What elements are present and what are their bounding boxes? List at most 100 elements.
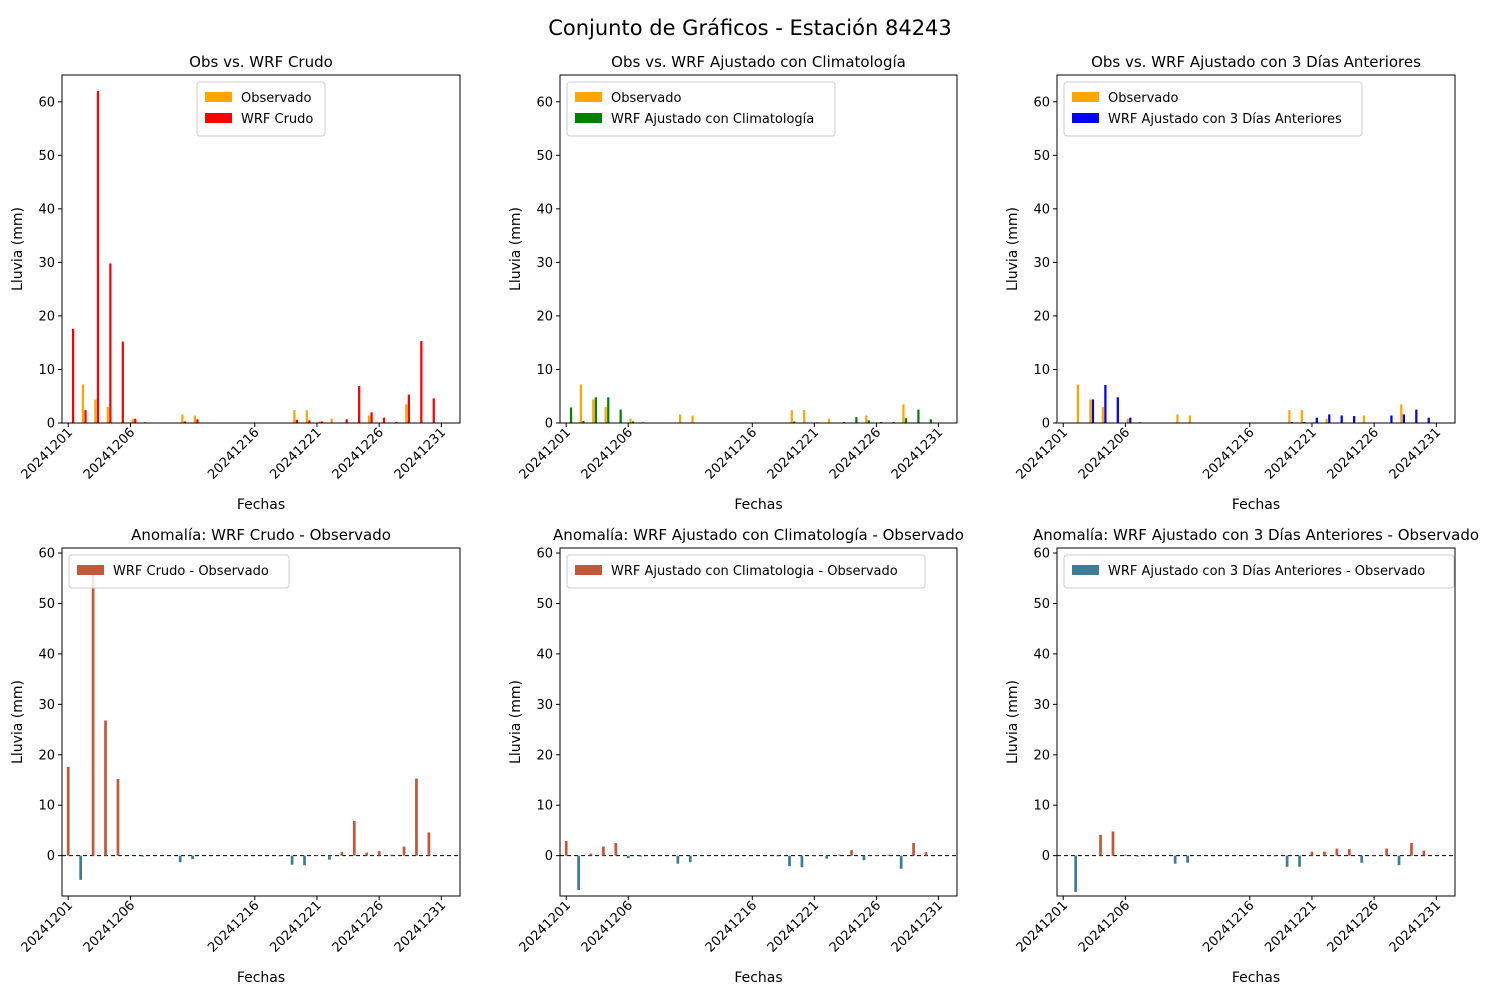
- x-tick-label: 20241226: [827, 898, 884, 955]
- x-tick-label: 20241231: [392, 425, 449, 482]
- bar-wrf-crudo-20241230: [432, 398, 435, 423]
- bar-observado-20241207: [641, 421, 645, 423]
- x-tick-label: 20241226: [330, 425, 387, 482]
- bar-observado-20241210: [181, 414, 184, 423]
- legend: Observado WRF Crudo: [196, 81, 326, 137]
- x-tick-label: 20241201: [1014, 898, 1071, 955]
- bar-wrf-crudo-20241202: [84, 410, 87, 423]
- legend-swatch: [1072, 92, 1099, 102]
- legend: WRF Ajustado con 3 Días Anteriores - Obs…: [1063, 554, 1455, 589]
- bar-wrf-crudo-20241223: [345, 419, 348, 423]
- x-tick-label: 20241216: [703, 898, 760, 955]
- x-tick-label: 20241216: [1200, 898, 1257, 955]
- y-tick-label: 0: [545, 849, 553, 864]
- bar-wrf-ajustado-con-3-días-anteriores-20241222: [1328, 414, 1331, 423]
- bar-wrf-ajustado-con-climatologia---observado-20241203: [589, 853, 593, 856]
- legend-swatch: [575, 113, 602, 123]
- y-tick-label: 40: [1033, 202, 1050, 217]
- chart-panel-2: Obs vs. WRF Ajustado con Climatología 0 10…: [508, 53, 958, 513]
- y-tick-label: 50: [38, 597, 55, 612]
- y-tick-label: 30: [38, 256, 55, 271]
- bar-observado-20241206: [131, 418, 134, 423]
- legend-swatch: [205, 113, 232, 123]
- legend-label: Observado: [611, 91, 682, 106]
- bar-wrf-crudo-20241210: [183, 421, 187, 423]
- bar-wrf-crudo-20241229: [420, 341, 423, 423]
- y-tick-label: 60: [536, 95, 553, 110]
- bar-wrf-ajustado-con-climatologia---observado-20241228: [899, 855, 903, 869]
- bar-wrf-ajustado-con-3-días-anteriores---observado-20241206: [1124, 854, 1127, 856]
- y-tick-label: 0: [47, 417, 55, 432]
- bar-wrf-crudo---observado-20241224: [352, 820, 356, 856]
- bar-wrf-crudo-20241227: [395, 421, 398, 423]
- x-tick-label: 20241201: [517, 898, 574, 955]
- bar-observado-20241225: [367, 415, 371, 423]
- x-tick-label: 20241206: [81, 898, 138, 955]
- bar-wrf-ajustado-con-climatologia---observado-20241218: [775, 855, 779, 857]
- bar-wrf-ajustado-con-3-días-anteriores-20241223: [1340, 415, 1343, 423]
- x-tick-label: 20241221: [765, 898, 822, 955]
- x-tick-label: 20241231: [889, 898, 946, 955]
- y-tick-label: 10: [1033, 363, 1050, 378]
- chart-title: Obs vs. WRF Ajustado con Climatología: [611, 53, 906, 71]
- bar-wrf-ajustado-con-climatologia---observado-20241207: [639, 855, 643, 857]
- y-tick-label: 40: [1033, 647, 1050, 662]
- x-tick-label: 20241206: [81, 425, 138, 482]
- x-tick-label: 20241231: [1387, 425, 1444, 482]
- bar-observado-20241220: [1300, 410, 1303, 423]
- bar-wrf-ajustado-con-climatología-20241201: [569, 407, 573, 423]
- y-tick-label: 30: [38, 698, 55, 713]
- bar-wrf-crudo---observado-20241203: [91, 565, 95, 856]
- bar-observado-20241222: [330, 418, 333, 423]
- bar-wrf-ajustado-con-climatología-20241204: [607, 397, 610, 423]
- y-tick-label: 20: [38, 309, 55, 324]
- y-tick-label: 60: [536, 547, 553, 562]
- x-tick-label: 20241206: [579, 425, 636, 482]
- y-tick-label: 40: [536, 202, 553, 217]
- bar-wrf-crudo---observado-20241226: [377, 851, 381, 856]
- bar-wrf-ajustado-con-3-días-anteriores---observado-20241229: [1410, 843, 1413, 856]
- bar-wrf-ajustado-con-3-días-anteriores-20241203: [1091, 399, 1095, 423]
- chart-panel-5: Anomalía: WRF Ajustado con Climatología …: [508, 526, 964, 986]
- bar-wrf-ajustado-con-climatologia---observado-20241205: [614, 843, 618, 856]
- bar-wrf-ajustado-con-climatologia---observado-20241210: [676, 855, 680, 864]
- bar-wrf-ajustado-con-climatologia---observado-20241225: [862, 855, 866, 861]
- legend-swatch: [575, 565, 602, 575]
- bar-wrf-crudo-20241226: [382, 417, 386, 423]
- y-tick-label: 30: [1033, 256, 1050, 271]
- bar-wrf-crudo-20241224: [358, 386, 361, 423]
- bar-wrf-ajustado-con-3-días-anteriores---observado-20241230: [1422, 850, 1426, 856]
- bar-observado-20241211: [691, 415, 694, 423]
- bar-observado-20241221: [318, 421, 321, 423]
- y-axis-label: Lluvia (mm): [1005, 680, 1021, 764]
- plot-frame: [1056, 547, 1456, 897]
- bar-observado-20241219: [1288, 410, 1291, 423]
- legend: Observado WRF Ajustado con Climatología: [566, 81, 836, 137]
- bar-observado-20241210: [679, 414, 682, 423]
- y-tick-label: 60: [38, 547, 55, 562]
- bar-wrf-crudo---observado-20241227: [390, 854, 393, 856]
- bar-wrf-crudo---observado-20241211: [191, 855, 194, 860]
- y-tick-label: 60: [1033, 547, 1050, 562]
- bar-wrf-crudo---observado-20241201: [66, 766, 70, 856]
- bar-observado-20241206: [629, 418, 632, 423]
- y-tick-label: 60: [1033, 95, 1050, 110]
- bar-observado-20241204: [1101, 406, 1104, 423]
- bar-wrf-crudo---observado-20241220: [303, 855, 306, 866]
- y-axis-label: Lluvia (mm): [10, 680, 26, 764]
- bar-observado-20241219: [293, 410, 296, 423]
- x-tick-label: 20241221: [1262, 898, 1319, 955]
- y-axis-label: Lluvia (mm): [1005, 207, 1021, 291]
- legend-box: [566, 81, 836, 137]
- bar-wrf-ajustado-con-climatología-20241223: [842, 421, 846, 423]
- x-tick-label: 20241216: [205, 425, 262, 482]
- y-tick-label: 0: [1042, 417, 1050, 432]
- x-tick-label: 20241201: [19, 898, 76, 955]
- bar-wrf-ajustado-con-climatología-20241229: [917, 409, 920, 423]
- chart-panel-4: Anomalía: WRF Crudo - Observado 0 10 20 30 40…: [10, 526, 461, 986]
- x-tick-label: 20241201: [1014, 425, 1071, 482]
- x-tick-label: 20241206: [579, 898, 636, 955]
- legend-swatch: [1072, 565, 1099, 575]
- y-tick-label: 20: [1033, 309, 1050, 324]
- bar-observado-20241206: [1126, 418, 1129, 423]
